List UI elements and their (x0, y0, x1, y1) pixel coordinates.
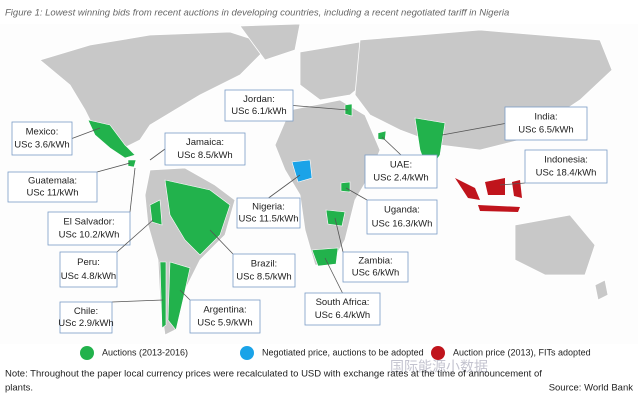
callout-box (164, 132, 246, 166)
callout-box (524, 149, 608, 184)
leader-line (209, 229, 234, 255)
callout-country: South Africa: (316, 297, 370, 308)
title: Figure 1: Lowest winning bids from recen… (5, 8, 509, 19)
callout-country: Zambia: (358, 256, 392, 267)
leader-line (268, 174, 301, 199)
leader-line (441, 123, 506, 136)
callout-box (11, 121, 73, 156)
callout-box (232, 253, 296, 288)
callout-box (366, 199, 438, 235)
callout-country: Jordan: (243, 94, 275, 105)
callout-country: El Salvador: (63, 216, 114, 227)
callout-price: USc 8.5/kWh (177, 150, 232, 161)
callout-country: Argentina: (203, 304, 246, 315)
legend-marker (240, 346, 254, 360)
callout-country: Nigeria: (252, 202, 285, 213)
indonesia (455, 178, 522, 212)
callout-price: USc 6/kWh (352, 268, 400, 279)
callout-price: USc 11/kWh (26, 188, 78, 199)
callout-box (7, 171, 98, 203)
callout-price: USc 4.8/kWh (61, 271, 116, 282)
callout-country: Brazil: (251, 258, 277, 269)
leader-line (499, 182, 526, 186)
watermark: 国际能源小数据 (390, 359, 488, 375)
callout-box (59, 251, 118, 288)
leader-line (292, 105, 349, 111)
callouts: Mexico: USc 3.6/kWh Guatemala:USc 11/kWh El… (7, 89, 608, 334)
leader-line (111, 299, 164, 303)
leader-line (96, 162, 131, 173)
callout-box (59, 301, 113, 334)
callout-country: Guatemala: (28, 176, 77, 187)
callout-price: USc 18.4/kWh (536, 168, 597, 179)
callout-box (224, 89, 294, 122)
legend-marker (431, 346, 445, 360)
source: Source: World Bank (549, 383, 634, 394)
legend-marker (80, 346, 94, 360)
leader-line (179, 289, 191, 301)
callout-box (236, 197, 301, 229)
leader-line (149, 148, 166, 161)
callout-country: Jamaica: (186, 137, 224, 148)
leader-line (381, 136, 402, 156)
auction-countries (87, 103, 446, 331)
callout-country: Indonesia: (544, 154, 588, 165)
callout-price: USc 3.6/kWh (14, 140, 69, 151)
callout-box (47, 211, 131, 246)
callout-price: USc 11.5/kWh (238, 214, 298, 225)
callout-price: USc 5.9/kWh (197, 318, 252, 329)
note-line: Note: Throughout the paper local currenc… (5, 369, 542, 380)
callout-box (504, 106, 588, 141)
callout-country: Mexico: (26, 126, 59, 137)
note-line: plants. (5, 383, 33, 394)
legend: Auctions (2013-2016) Negotiated price, au… (80, 346, 591, 360)
callout-box (304, 292, 381, 326)
callout-box (342, 251, 409, 283)
leader-line (129, 167, 136, 213)
leader-line (116, 219, 154, 253)
callout-price: USc 2.4/kWh (373, 173, 428, 184)
leader-line (71, 127, 101, 139)
callout-box (189, 299, 261, 334)
legend-label: Negotiated price, auctions to be adopted (262, 347, 424, 357)
callout-country: Uganda: (384, 205, 420, 216)
callout-price: USc 6.1/kWh (231, 106, 286, 117)
callout-box (364, 154, 438, 189)
callout-country: Chile: (74, 306, 98, 317)
legend-label: Auction price (2013), FITs adopted (453, 347, 591, 357)
callout-price: USc 16.3/kWh (372, 218, 433, 229)
callout-price: USc 10.2/kWh (59, 230, 120, 241)
nigeria (291, 159, 313, 183)
leader-line (345, 187, 368, 201)
legend-label: Auctions (2013-2016) (102, 347, 188, 357)
callout-price: USc 6.4/kWh (315, 310, 370, 321)
leader-line (334, 217, 344, 253)
callout-price: USc 8.5/kWh (236, 272, 291, 283)
callout-price: USc 6.5/kWh (518, 125, 573, 136)
callout-country: UAE: (390, 159, 412, 170)
callout-country: India: (534, 111, 557, 122)
callout-price: USc 2.9/kWh (58, 318, 113, 329)
leader-line (324, 257, 343, 294)
callout-country: Peru: (77, 257, 100, 268)
